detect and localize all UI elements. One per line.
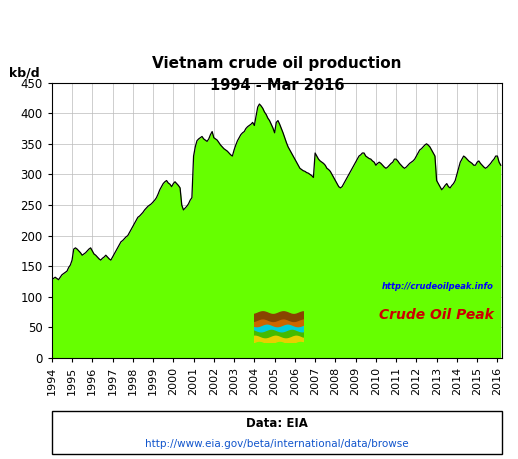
Text: kb/d: kb/d xyxy=(9,67,39,80)
Text: Crude Oil Peak: Crude Oil Peak xyxy=(379,308,494,322)
Text: Vietnam crude oil production: Vietnam crude oil production xyxy=(152,56,402,71)
Text: http://crudeoilpeak.info: http://crudeoilpeak.info xyxy=(382,281,494,291)
Text: http://www.eia.gov/beta/international/data/browse: http://www.eia.gov/beta/international/da… xyxy=(146,438,409,448)
FancyBboxPatch shape xyxy=(52,411,502,454)
Text: Data: EIA: Data: EIA xyxy=(246,416,308,430)
Text: 1994 - Mar 2016: 1994 - Mar 2016 xyxy=(210,78,344,93)
